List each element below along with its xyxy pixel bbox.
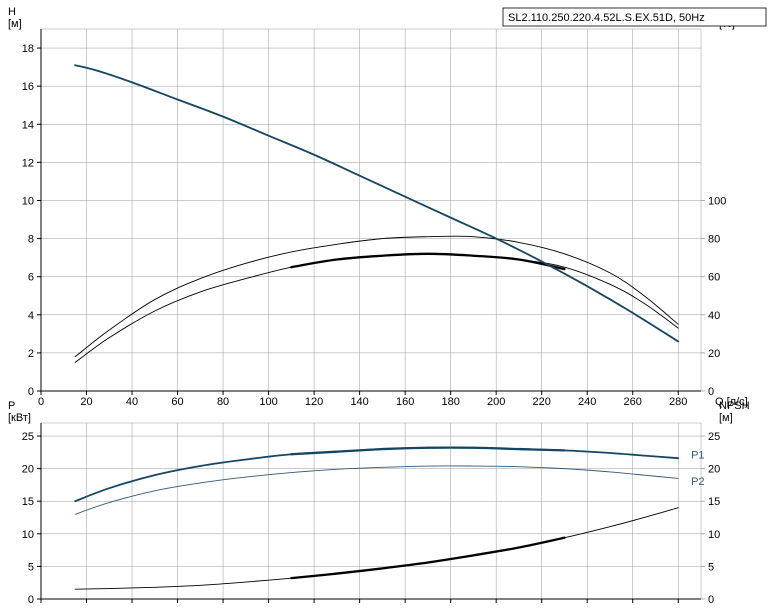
svg-text:140: 140 <box>350 396 368 408</box>
svg-text:120: 120 <box>305 396 323 408</box>
svg-text:[кВт]: [кВт] <box>8 412 31 424</box>
svg-text:160: 160 <box>396 396 414 408</box>
svg-text:10: 10 <box>22 529 34 541</box>
svg-text:260: 260 <box>624 396 642 408</box>
svg-text:40: 40 <box>126 396 138 408</box>
svg-text:200: 200 <box>487 396 505 408</box>
svg-text:6: 6 <box>28 272 34 284</box>
svg-text:100: 100 <box>708 195 726 207</box>
svg-text:25: 25 <box>708 431 720 443</box>
svg-text:5: 5 <box>28 561 34 573</box>
svg-text:8: 8 <box>28 234 34 246</box>
svg-text:5: 5 <box>708 561 714 573</box>
svg-text:20: 20 <box>22 464 34 476</box>
svg-text:NPSH: NPSH <box>719 400 750 412</box>
svg-text:16: 16 <box>22 81 34 93</box>
svg-text:10: 10 <box>22 195 34 207</box>
svg-text:2: 2 <box>28 348 34 360</box>
svg-text:15: 15 <box>708 496 720 508</box>
svg-text:18: 18 <box>22 43 34 55</box>
svg-text:220: 220 <box>533 396 551 408</box>
svg-text:0: 0 <box>28 386 34 398</box>
svg-text:40: 40 <box>708 310 720 322</box>
svg-text:25: 25 <box>22 431 34 443</box>
svg-text:4: 4 <box>28 310 34 322</box>
svg-text:80: 80 <box>708 234 720 246</box>
svg-text:20: 20 <box>708 464 720 476</box>
svg-text:12: 12 <box>22 157 34 169</box>
svg-text:[м]: [м] <box>719 412 733 424</box>
svg-text:15: 15 <box>22 496 34 508</box>
svg-text:0: 0 <box>708 386 714 398</box>
svg-text:60: 60 <box>171 396 183 408</box>
svg-text:0: 0 <box>708 594 714 606</box>
svg-text:20: 20 <box>708 348 720 360</box>
svg-text:H: H <box>8 6 16 18</box>
svg-text:P: P <box>8 400 15 412</box>
pump-curve-chart: 0204060801001201401601802002202402602800… <box>0 0 774 611</box>
svg-text:10: 10 <box>708 529 720 541</box>
svg-text:0: 0 <box>28 594 34 606</box>
svg-text:80: 80 <box>217 396 229 408</box>
svg-text:P2: P2 <box>691 476 704 488</box>
svg-text:14: 14 <box>22 119 34 131</box>
svg-text:240: 240 <box>578 396 596 408</box>
svg-text:SL2.110.250.220.4.52L.S.EX.51D: SL2.110.250.220.4.52L.S.EX.51D, 50Hz <box>508 12 705 24</box>
svg-text:180: 180 <box>441 396 459 408</box>
svg-text:[м]: [м] <box>8 18 22 30</box>
svg-text:20: 20 <box>80 396 92 408</box>
svg-text:P1: P1 <box>691 449 704 461</box>
svg-text:0: 0 <box>38 396 44 408</box>
svg-text:280: 280 <box>669 396 687 408</box>
svg-text:100: 100 <box>259 396 277 408</box>
svg-text:60: 60 <box>708 272 720 284</box>
